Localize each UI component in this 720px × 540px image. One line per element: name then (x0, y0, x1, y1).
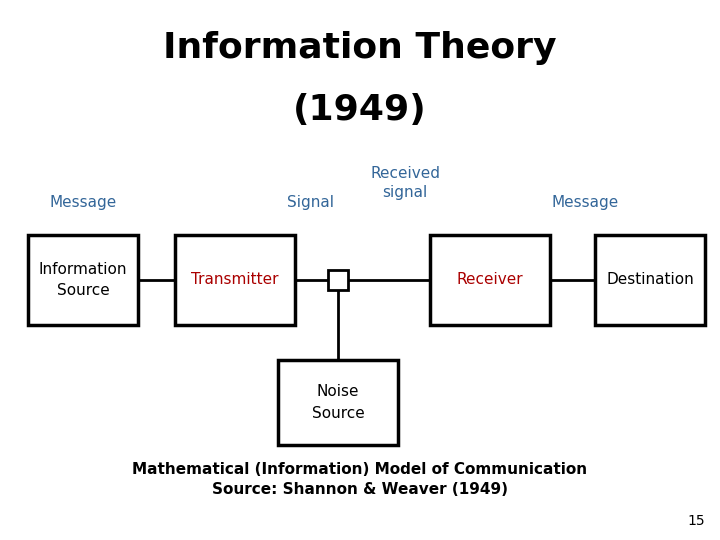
Bar (328, 270, 348, 290)
Text: Signal: Signal (287, 195, 333, 210)
Bar (430, 235, 550, 325)
Bar (595, 235, 705, 325)
Bar (278, 360, 398, 445)
Text: Source: Shannon & Weaver (1949): Source: Shannon & Weaver (1949) (212, 483, 508, 497)
Text: 15: 15 (688, 514, 705, 528)
Text: Noise
Source: Noise Source (312, 384, 364, 421)
Text: Information
Source: Information Source (39, 262, 127, 298)
Bar (175, 235, 295, 325)
Text: Transmitter: Transmitter (192, 273, 279, 287)
Text: Receiver: Receiver (456, 273, 523, 287)
Text: Message: Message (50, 195, 117, 210)
Text: Destination: Destination (606, 273, 694, 287)
Bar (28, 235, 138, 325)
Text: (1949): (1949) (293, 93, 427, 127)
Text: Information Theory: Information Theory (163, 31, 557, 65)
Text: Received
signal: Received signal (370, 166, 440, 200)
Text: Message: Message (552, 195, 618, 210)
Text: Mathematical (Information) Model of Communication: Mathematical (Information) Model of Comm… (132, 462, 588, 477)
